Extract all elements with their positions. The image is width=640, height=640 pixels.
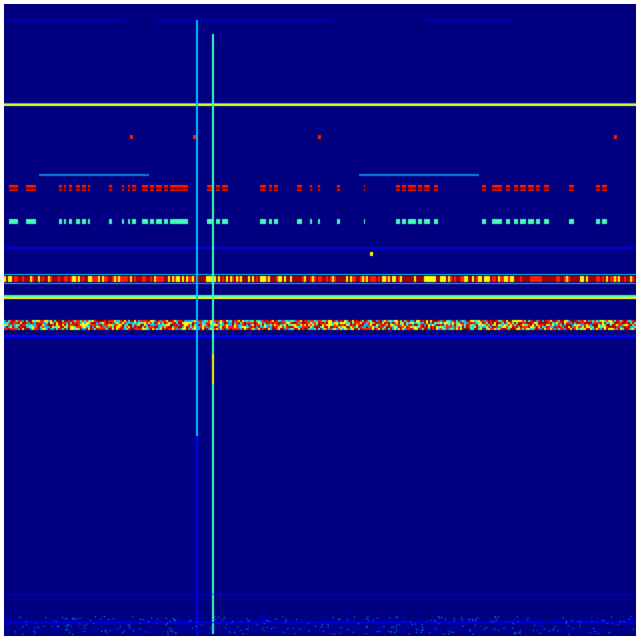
spectrogram-canvas: [4, 4, 636, 636]
